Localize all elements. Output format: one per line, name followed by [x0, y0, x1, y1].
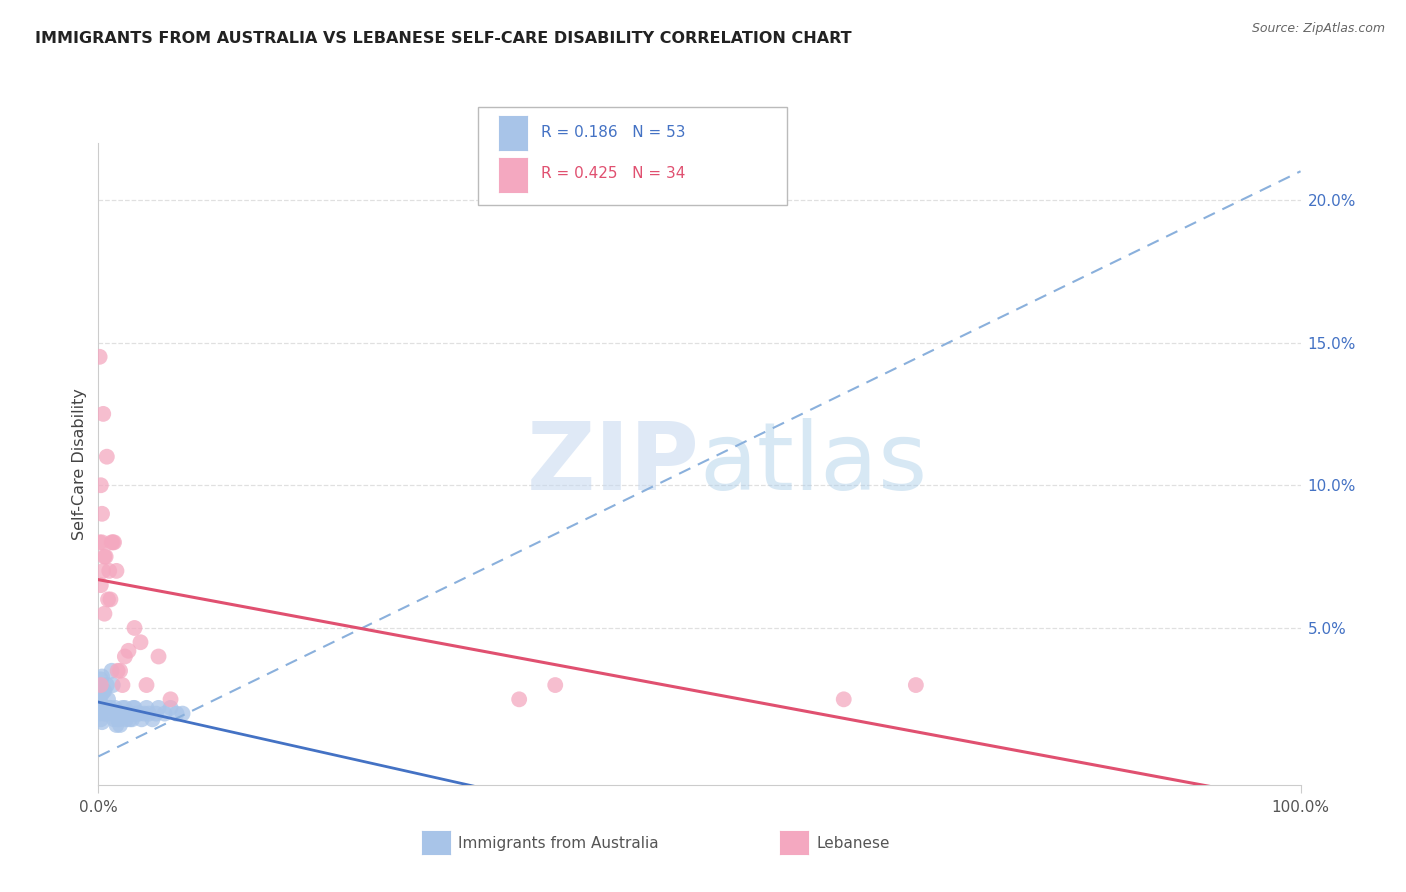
Point — [90, 578, 112, 592]
Point — [89, 350, 111, 364]
Text: ZIP: ZIP — [527, 417, 700, 510]
Point — [108, 712, 131, 726]
Point — [544, 678, 567, 692]
Point — [124, 621, 146, 635]
Point — [108, 664, 131, 678]
Point — [508, 692, 530, 706]
Text: Immigrants from Australia: Immigrants from Australia — [458, 837, 659, 851]
Point — [93, 706, 115, 721]
Point — [105, 718, 128, 732]
Point — [96, 678, 118, 692]
Point — [100, 592, 122, 607]
Point — [135, 678, 157, 692]
Point — [122, 701, 145, 715]
Point — [93, 607, 115, 621]
Point — [103, 535, 125, 549]
Point — [98, 564, 121, 578]
Point — [91, 715, 114, 730]
Point — [91, 687, 114, 701]
Point — [141, 712, 163, 726]
Point — [91, 669, 114, 683]
Point — [101, 535, 124, 549]
Point — [93, 549, 115, 564]
Point — [114, 649, 136, 664]
Point — [100, 664, 122, 678]
Point — [90, 478, 112, 492]
Point — [91, 564, 114, 578]
Point — [103, 712, 125, 726]
Point — [153, 706, 176, 721]
Text: R = 0.186   N = 53: R = 0.186 N = 53 — [541, 126, 686, 140]
Text: Lebanese: Lebanese — [817, 837, 890, 851]
Point — [832, 692, 855, 706]
Point — [115, 712, 138, 726]
Point — [159, 701, 181, 715]
Point — [91, 407, 114, 421]
Point — [111, 678, 134, 692]
Point — [91, 683, 114, 698]
Point — [138, 706, 160, 721]
Point — [124, 701, 146, 715]
Text: Source: ZipAtlas.com: Source: ZipAtlas.com — [1251, 22, 1385, 36]
Point — [89, 678, 111, 692]
Point — [100, 535, 122, 549]
Text: R = 0.425   N = 34: R = 0.425 N = 34 — [541, 167, 686, 181]
Point — [90, 712, 112, 726]
Point — [129, 635, 152, 649]
Point — [114, 701, 136, 715]
Point — [132, 706, 155, 721]
Point — [96, 450, 118, 464]
Point — [107, 664, 129, 678]
Point — [94, 701, 117, 715]
Point — [90, 683, 112, 698]
Point — [104, 701, 127, 715]
Point — [125, 706, 148, 721]
Point — [89, 692, 111, 706]
Text: atlas: atlas — [700, 417, 928, 510]
Y-axis label: Self-Care Disability: Self-Care Disability — [72, 388, 87, 540]
Point — [91, 507, 114, 521]
Point — [105, 564, 128, 578]
Point — [118, 712, 141, 726]
Point — [120, 706, 142, 721]
Point — [112, 706, 135, 721]
Point — [172, 706, 194, 721]
Point — [89, 706, 111, 721]
Point — [111, 701, 134, 715]
Point — [159, 692, 181, 706]
Point — [89, 535, 111, 549]
Point — [90, 678, 112, 692]
Point — [135, 701, 157, 715]
Point — [117, 644, 139, 658]
Point — [91, 535, 114, 549]
Point — [110, 706, 132, 721]
Point — [148, 649, 170, 664]
Point — [108, 718, 131, 732]
Point — [100, 701, 122, 715]
Point — [107, 712, 129, 726]
Point — [148, 701, 170, 715]
Point — [98, 701, 121, 715]
Text: IMMIGRANTS FROM AUSTRALIA VS LEBANESE SELF-CARE DISABILITY CORRELATION CHART: IMMIGRANTS FROM AUSTRALIA VS LEBANESE SE… — [35, 31, 852, 46]
Point — [94, 549, 117, 564]
Point — [128, 706, 150, 721]
Point — [90, 701, 112, 715]
Point — [131, 712, 153, 726]
Point — [904, 678, 927, 692]
Point — [101, 678, 124, 692]
Point — [90, 673, 112, 687]
Point — [91, 698, 114, 712]
Point — [121, 712, 143, 726]
Point — [96, 706, 118, 721]
Point — [166, 706, 188, 721]
Point — [91, 701, 114, 715]
Point — [97, 592, 120, 607]
Point — [93, 683, 115, 698]
Point — [145, 706, 167, 721]
Point — [97, 692, 120, 706]
Point — [117, 706, 139, 721]
